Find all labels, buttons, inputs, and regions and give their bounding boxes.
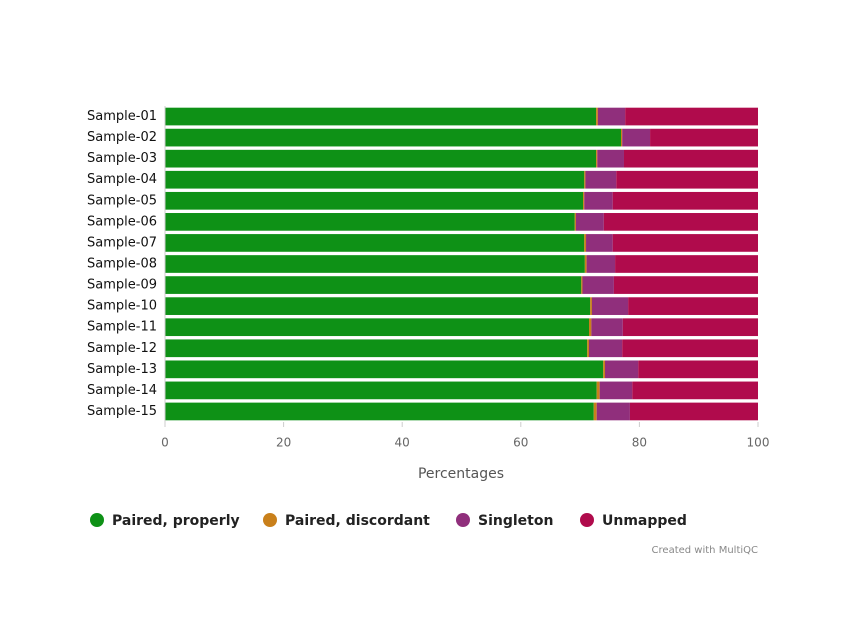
legend-label: Unmapped	[602, 513, 687, 529]
bar-segment	[584, 170, 586, 189]
bar-segment	[588, 339, 623, 358]
y-tick-label: Sample-04	[87, 172, 157, 187]
bar-segment	[622, 339, 758, 358]
bar-segment	[591, 318, 623, 337]
bar-segment	[603, 213, 758, 231]
bar-segment	[586, 234, 613, 252]
bar-segment	[590, 297, 592, 315]
legend-marker	[456, 513, 470, 527]
bar-segment	[584, 255, 587, 273]
y-tick-label: Sample-02	[87, 130, 157, 145]
y-tick-label: Sample-15	[87, 404, 157, 419]
legend-label: Paired, properly	[112, 513, 240, 529]
x-tick-label: 60	[513, 436, 528, 450]
bar-segment	[593, 402, 597, 421]
bar-segment	[584, 234, 587, 252]
y-tick-label: Sample-09	[87, 278, 157, 293]
bar-segment	[596, 149, 598, 168]
y-tick-label: Sample-05	[87, 193, 157, 208]
bar-segment	[165, 191, 584, 210]
bar-segment	[165, 402, 594, 421]
bar-segment	[581, 276, 583, 294]
x-tick-label: 20	[276, 436, 291, 450]
bar-segment	[612, 191, 758, 210]
legend-marker	[580, 513, 594, 527]
bar-segment	[599, 381, 633, 400]
bar-segment	[583, 191, 585, 210]
bar-segment	[613, 276, 758, 294]
bar-segment	[615, 255, 758, 273]
y-tick-label: Sample-13	[87, 362, 157, 377]
bar-segment	[588, 318, 592, 337]
bar-segment	[597, 107, 626, 126]
credit: Created with MultiQC	[652, 545, 758, 556]
bar-segment	[603, 360, 606, 379]
bar-segment	[585, 170, 617, 189]
x-axis-title: Percentages	[418, 466, 504, 482]
bar-segment	[623, 149, 758, 168]
bar-segment	[165, 234, 585, 252]
legend-label: Singleton	[478, 513, 553, 529]
bar-segment	[165, 255, 585, 273]
bar-segment	[575, 213, 604, 231]
bar-segment	[165, 107, 597, 126]
bar-segment	[612, 234, 758, 252]
bar-segment	[596, 381, 600, 400]
bar-segment	[165, 276, 582, 294]
bar-segment	[591, 297, 629, 315]
bar-segment	[632, 381, 758, 400]
y-tick-label: Sample-07	[87, 235, 157, 250]
x-tick-label: 40	[395, 436, 410, 450]
bar-segment	[621, 128, 623, 147]
legend-marker	[90, 513, 104, 527]
bar-segment	[625, 107, 758, 126]
bar-segment	[605, 360, 639, 379]
y-tick-label: Sample-11	[87, 320, 157, 335]
y-tick-label: Sample-03	[87, 151, 157, 166]
x-tick-label: 0	[161, 436, 169, 450]
bar-segment	[165, 128, 622, 147]
y-tick-label: Sample-06	[87, 214, 157, 229]
bar-segment	[596, 107, 598, 126]
bar-segment	[574, 213, 576, 231]
bar-segment	[629, 402, 758, 421]
legend-label: Paired, discordant	[285, 513, 430, 529]
y-tick-label: Sample-01	[87, 109, 157, 124]
bar-segment	[622, 128, 651, 147]
y-tick-label: Sample-14	[87, 383, 157, 398]
y-tick-label: Sample-10	[87, 299, 157, 314]
bar-segment	[165, 149, 597, 168]
bar-segment	[165, 360, 604, 379]
bar-segment	[165, 170, 585, 189]
bar-segment	[584, 191, 613, 210]
bar-segment	[165, 381, 597, 400]
y-tick-label: Sample-12	[87, 341, 157, 356]
x-tick-label: 100	[747, 436, 770, 450]
bar-segment	[165, 213, 575, 231]
bar-segment	[587, 339, 589, 358]
y-tick-label: Sample-08	[87, 257, 157, 272]
x-tick-label: 80	[632, 436, 647, 450]
bar-segment	[650, 128, 758, 147]
bar-segment	[582, 276, 614, 294]
bar-segment	[597, 149, 624, 168]
bar-segment	[628, 297, 758, 315]
bar-segment	[638, 360, 758, 379]
legend-marker	[263, 513, 277, 527]
bar-segment	[596, 402, 630, 421]
bar-segment	[586, 255, 616, 273]
bar-segment	[616, 170, 758, 189]
bar-segment	[165, 339, 588, 358]
bar-segment	[165, 318, 589, 337]
bar-segment	[622, 318, 758, 337]
bar-segment	[165, 297, 591, 315]
